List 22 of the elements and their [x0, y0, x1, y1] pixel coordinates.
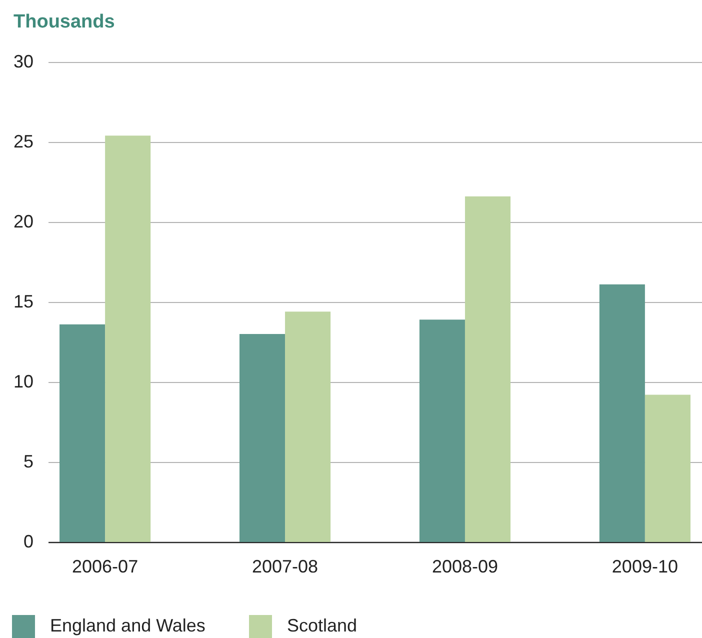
y-tick-label: 10 [13, 372, 34, 392]
bar [60, 324, 106, 542]
y-tick-label: 15 [13, 292, 34, 312]
x-tick-label: 2007-08 [252, 556, 318, 576]
y-tick-label: 20 [13, 212, 34, 232]
bar [464, 196, 511, 542]
y-tick-label: 25 [13, 132, 34, 152]
legend-label: Scotland [287, 616, 358, 636]
bar [644, 394, 690, 542]
x-tick-label: 2008-09 [432, 556, 498, 576]
x-tick-label: 2009-10 [612, 556, 678, 576]
y-axis-title: Thousands [14, 12, 115, 32]
y-tick-label: 30 [13, 52, 34, 72]
bar [419, 320, 465, 542]
x-tick-label: 2006-07 [72, 556, 138, 576]
legend-label: England and Wales [50, 616, 206, 636]
bar [239, 334, 286, 542]
bar [599, 284, 645, 542]
y-tick-label: 0 [23, 532, 34, 552]
y-tick-label: 5 [23, 452, 34, 472]
bar [105, 136, 151, 542]
bar [285, 312, 331, 542]
